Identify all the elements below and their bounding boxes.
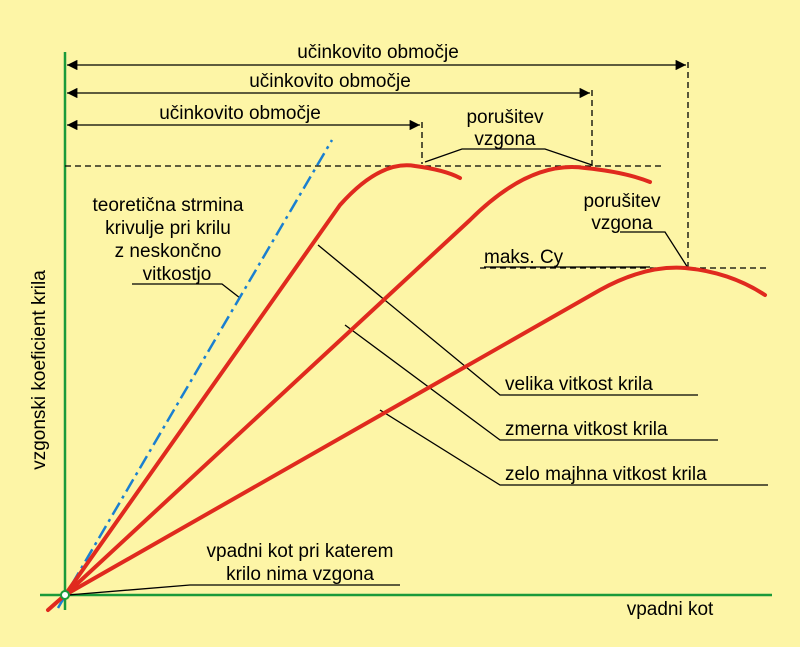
stall: vzgona <box>474 129 536 150</box>
theory: krivulje pri krilu <box>105 218 231 239</box>
axes <box>40 52 772 610</box>
curve-label: zmerna vitkost krila <box>505 419 668 440</box>
guides <box>65 59 770 596</box>
range: učinkovito območje <box>249 71 411 92</box>
theory: vitkostjo <box>143 264 212 285</box>
origin <box>60 590 70 600</box>
lift-curves <box>46 163 767 612</box>
zero-lift: krilo nima vzgona <box>226 564 374 585</box>
range: učinkovito območje <box>297 42 459 63</box>
stall: vzgona <box>591 213 653 234</box>
stall: porušitev <box>583 191 661 212</box>
curve-label: velika vitkost krila <box>505 374 653 395</box>
y-label: vzgonski koeficient krila <box>29 270 50 470</box>
labels: vzgonski koeficient krila vpadni kot uči… <box>29 42 714 620</box>
range: učinkovito območje <box>159 103 321 124</box>
stall: porušitev <box>466 107 544 128</box>
theory-line <box>56 139 334 609</box>
theory: z neskončno <box>115 241 222 262</box>
curve-label: zelo majhna vitkost krila <box>505 464 707 485</box>
max-label: maks. Cy <box>484 247 564 268</box>
zero-lift: vpadni kot pri katerem <box>207 541 394 562</box>
theory: teoretična strmina <box>92 195 243 216</box>
x-label: vpadni kot <box>627 599 714 620</box>
